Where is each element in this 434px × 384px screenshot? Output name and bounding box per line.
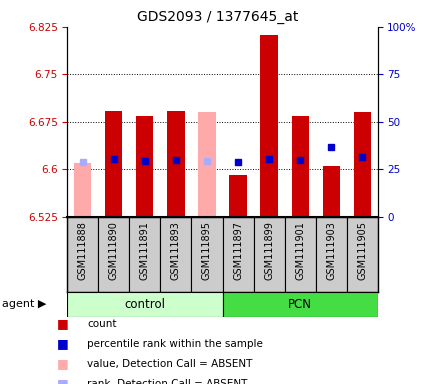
Text: PCN: PCN — [287, 298, 311, 311]
Text: GSM111903: GSM111903 — [326, 221, 335, 280]
Bar — [198, 113, 215, 217]
Text: GSM111905: GSM111905 — [356, 221, 366, 280]
Bar — [136, 116, 153, 217]
Text: agent ▶: agent ▶ — [2, 299, 46, 310]
Text: count: count — [87, 319, 116, 329]
Bar — [253, 217, 284, 292]
Bar — [346, 217, 377, 292]
Text: GSM111891: GSM111891 — [140, 221, 150, 280]
Bar — [229, 174, 246, 217]
Bar — [260, 35, 277, 217]
Text: ■: ■ — [56, 377, 68, 384]
Bar — [191, 217, 222, 292]
Text: GSM111901: GSM111901 — [294, 221, 304, 280]
Text: GSM111893: GSM111893 — [171, 221, 181, 280]
Text: GDS2093 / 1377645_at: GDS2093 / 1377645_at — [137, 10, 297, 23]
Text: ■: ■ — [56, 337, 68, 350]
Bar — [222, 292, 377, 317]
Bar — [315, 217, 346, 292]
Text: GSM111895: GSM111895 — [201, 221, 211, 280]
Bar — [167, 111, 184, 217]
Text: GSM111897: GSM111897 — [233, 221, 243, 280]
Bar — [74, 163, 91, 217]
Text: rank, Detection Call = ABSENT: rank, Detection Call = ABSENT — [87, 379, 247, 384]
Bar — [160, 217, 191, 292]
Text: control: control — [124, 298, 165, 311]
Bar — [353, 113, 370, 217]
Text: GSM111888: GSM111888 — [78, 221, 88, 280]
Text: ■: ■ — [56, 317, 68, 330]
Bar — [67, 217, 98, 292]
Text: value, Detection Call = ABSENT: value, Detection Call = ABSENT — [87, 359, 252, 369]
Bar — [67, 292, 222, 317]
Bar — [98, 217, 129, 292]
Bar — [291, 116, 308, 217]
Text: GSM111890: GSM111890 — [108, 221, 118, 280]
Text: GSM111899: GSM111899 — [263, 221, 273, 280]
Bar — [105, 111, 122, 217]
Text: percentile rank within the sample: percentile rank within the sample — [87, 339, 262, 349]
Bar — [322, 166, 339, 217]
Bar — [129, 217, 160, 292]
Bar — [222, 217, 253, 292]
Text: ■: ■ — [56, 357, 68, 370]
Bar — [284, 217, 315, 292]
